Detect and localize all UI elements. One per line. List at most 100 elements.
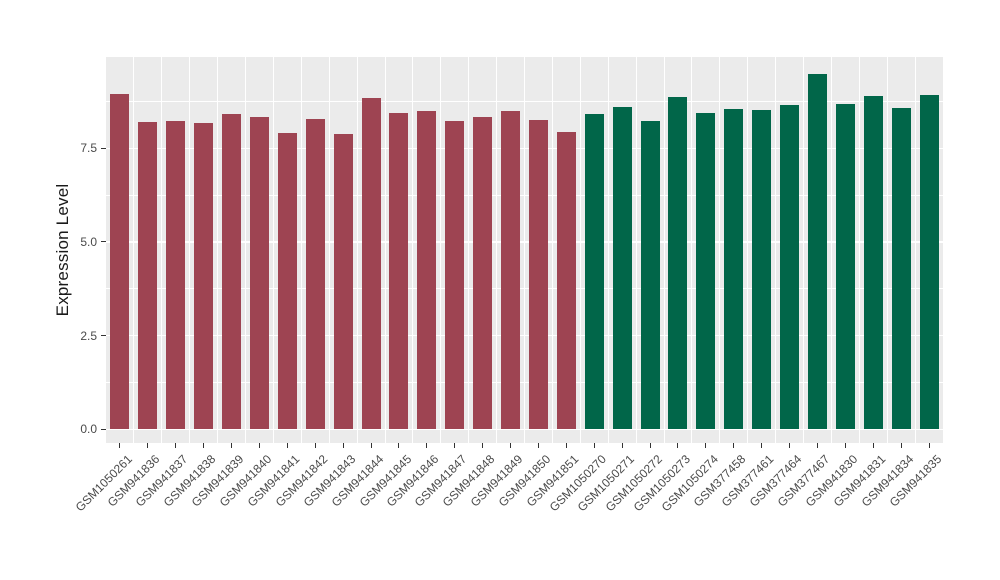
- horizontal-minor-gridline: [106, 194, 943, 196]
- bar-GSM941836: [138, 122, 158, 430]
- bar-GSM1050274: [696, 112, 716, 430]
- vertical-minor-gridline: [300, 57, 302, 443]
- vertical-minor-gridline: [356, 57, 358, 443]
- vertical-minor-gridline: [747, 57, 749, 443]
- bar-GSM941844: [361, 97, 381, 430]
- horizontal-minor-gridline: [106, 381, 943, 383]
- vertical-minor-gridline: [245, 57, 246, 443]
- vertical-minor-gridline: [858, 57, 860, 443]
- horizontal-major-gridline: [106, 334, 943, 337]
- vertical-minor-gridline: [133, 57, 135, 443]
- vertical-minor-gridline: [691, 57, 693, 443]
- bar-GSM941849: [501, 110, 521, 430]
- bar-GSM1050271: [612, 107, 632, 430]
- x-axis-tick-mark: [705, 443, 707, 448]
- x-axis-tick-mark: [677, 443, 679, 448]
- x-axis-tick-mark: [537, 443, 539, 448]
- horizontal-major-gridline: [106, 241, 943, 243]
- bar-GSM941830: [835, 103, 855, 430]
- x-axis-tick-mark: [928, 443, 930, 448]
- bar-GSM941850: [528, 119, 548, 430]
- y-axis-tick-mark: [101, 335, 106, 337]
- horizontal-minor-gridline: [106, 288, 943, 290]
- vertical-minor-gridline: [272, 57, 274, 443]
- x-axis-tick-mark: [816, 443, 818, 448]
- vertical-minor-gridline: [440, 57, 442, 443]
- x-axis-tick-mark: [203, 443, 205, 448]
- x-axis-tick-mark: [342, 443, 344, 448]
- bar-GSM941842: [305, 119, 325, 430]
- horizontal-major-gridline: [106, 428, 943, 431]
- bar-GSM377461: [752, 110, 772, 430]
- x-axis-tick-mark: [258, 443, 260, 448]
- x-axis-tick-mark: [370, 443, 372, 448]
- vertical-minor-gridline: [217, 57, 219, 443]
- x-axis-tick-mark: [398, 443, 400, 448]
- bar-GSM1050261: [110, 93, 130, 430]
- vertical-minor-gridline: [607, 57, 609, 443]
- x-axis-tick-mark: [314, 443, 316, 448]
- vertical-minor-gridline: [412, 57, 414, 443]
- x-axis-tick-mark: [733, 443, 735, 448]
- x-axis-tick-mark: [286, 443, 288, 448]
- vertical-minor-gridline: [468, 57, 470, 443]
- vertical-minor-gridline: [328, 57, 330, 443]
- x-axis-tick-mark: [621, 443, 623, 448]
- bar-GSM941831: [863, 95, 883, 430]
- y-axis-tick-mark: [101, 428, 106, 430]
- y-tick-label: 2.5: [80, 328, 97, 343]
- vertical-minor-gridline: [384, 57, 386, 443]
- x-axis-tick-mark: [593, 443, 595, 448]
- x-axis-tick-mark: [900, 443, 902, 448]
- x-axis-tick-mark: [175, 443, 177, 448]
- x-axis-tick-mark: [147, 443, 149, 448]
- bar-GSM941837: [166, 120, 186, 430]
- vertical-minor-gridline: [189, 57, 191, 443]
- bar-GSM941851: [556, 132, 576, 430]
- y-axis-tick-mark: [101, 147, 106, 149]
- x-axis-tick-mark: [565, 443, 567, 448]
- bar-GSM1050272: [640, 121, 660, 430]
- vertical-minor-gridline: [551, 57, 553, 443]
- x-axis-tick-mark: [454, 443, 456, 448]
- vertical-minor-gridline: [663, 57, 665, 443]
- x-axis-tick-mark: [426, 443, 428, 448]
- bar-GSM941846: [417, 110, 437, 430]
- vertical-minor-gridline: [161, 57, 163, 443]
- y-axis-tick-mark: [101, 241, 106, 243]
- bar-GSM941847: [445, 121, 465, 430]
- bar-GSM1050270: [584, 114, 604, 430]
- bar-GSM377458: [724, 108, 744, 430]
- y-tick-label: 7.5: [80, 141, 97, 156]
- x-axis-tick-mark: [119, 443, 121, 448]
- bar-GSM941839: [222, 113, 242, 430]
- vertical-minor-gridline: [830, 57, 832, 443]
- horizontal-major-gridline: [106, 147, 943, 150]
- vertical-minor-gridline: [635, 57, 637, 443]
- x-axis-tick-mark: [482, 443, 484, 448]
- x-axis-tick-mark: [649, 443, 651, 448]
- bar-GSM941835: [919, 94, 939, 430]
- vertical-minor-gridline: [719, 57, 721, 443]
- vertical-minor-gridline: [579, 57, 581, 443]
- horizontal-minor-gridline: [106, 100, 943, 102]
- vertical-minor-gridline: [496, 57, 498, 443]
- bar-GSM941845: [389, 113, 409, 430]
- vertical-minor-gridline: [803, 57, 804, 443]
- bar-GSM941838: [194, 122, 214, 430]
- y-tick-label: 0.0: [80, 422, 97, 437]
- bar-GSM1050273: [668, 97, 688, 430]
- x-axis-tick-mark: [510, 443, 512, 448]
- plot-panel: [106, 57, 943, 443]
- bar-GSM941841: [277, 132, 297, 430]
- bar-GSM941848: [473, 116, 493, 430]
- vertical-minor-gridline: [886, 57, 888, 443]
- bar-GSM941834: [891, 108, 911, 430]
- x-axis-tick-mark: [231, 443, 233, 448]
- vertical-minor-gridline: [914, 57, 916, 443]
- bar-GSM377467: [807, 74, 827, 430]
- vertical-minor-gridline: [775, 57, 777, 443]
- y-axis-title: Expression Level: [53, 183, 72, 317]
- bar-GSM941843: [333, 133, 353, 430]
